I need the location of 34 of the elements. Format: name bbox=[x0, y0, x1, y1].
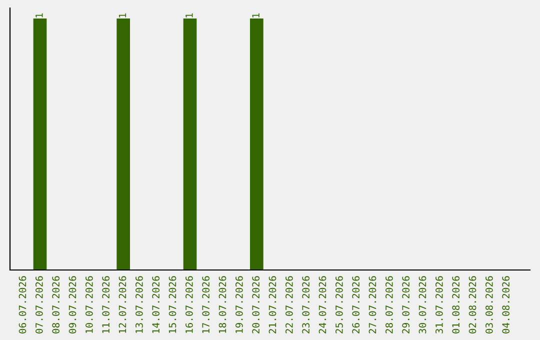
data-label: 1 bbox=[36, 13, 43, 18]
x-tick-label: 07.07.2026 bbox=[35, 276, 43, 334]
x-tick-label: 15.07.2026 bbox=[168, 276, 176, 333]
x-tick-label: 16.07.2026 bbox=[185, 276, 193, 333]
x-tick-label: 24.07.2026 bbox=[318, 276, 326, 334]
x-tick-label: 14.07.2026 bbox=[152, 276, 160, 333]
x-tick-label: 28.07.2026 bbox=[385, 276, 393, 334]
x-tick-label: 18.07.2026 bbox=[218, 276, 226, 333]
x-tick-label: 21.07.2026 bbox=[268, 276, 276, 334]
data-label: 1 bbox=[252, 13, 260, 18]
x-tick-label: 01.08.2026 bbox=[452, 276, 460, 334]
data-label: 1 bbox=[186, 13, 193, 18]
x-tick-label: 27.07.2026 bbox=[368, 276, 376, 334]
x-tick-label: 25.07.2026 bbox=[335, 276, 343, 334]
x-tick-label: 23.07.2026 bbox=[302, 276, 310, 334]
x-tick-label: 04.08.2026 bbox=[502, 276, 510, 334]
x-tick-label: 10.07.2026 bbox=[85, 276, 93, 333]
x-tick-label: 20.07.2026 bbox=[252, 276, 260, 334]
x-tick-label: 31.07.2026 bbox=[435, 276, 443, 334]
x-tick-label: 06.07.2026 bbox=[18, 276, 26, 334]
x-tick-label: 17.07.2026 bbox=[202, 276, 210, 333]
data-label: 1 bbox=[118, 13, 126, 18]
x-tick-label: 29.07.2026 bbox=[402, 276, 410, 334]
x-tick-label: 03.08.2026 bbox=[485, 276, 493, 334]
x-tick-label: 26.07.2026 bbox=[352, 276, 360, 334]
x-tick-label: 30.07.2026 bbox=[418, 276, 426, 334]
x-tick-label: 12.07.2026 bbox=[118, 276, 126, 333]
x-tick-label: 19.07.2026 bbox=[235, 276, 243, 333]
x-tick-label: 11.07.2026 bbox=[102, 276, 110, 333]
x-tick-label: 13.07.2026 bbox=[135, 276, 143, 333]
x-tick-label: 08.07.2026 bbox=[52, 276, 60, 334]
x-tick-label: 09.07.2026 bbox=[68, 276, 76, 334]
x-tick-label: 22.07.2026 bbox=[285, 276, 293, 334]
x-tick-label: 02.08.2026 bbox=[468, 276, 476, 334]
